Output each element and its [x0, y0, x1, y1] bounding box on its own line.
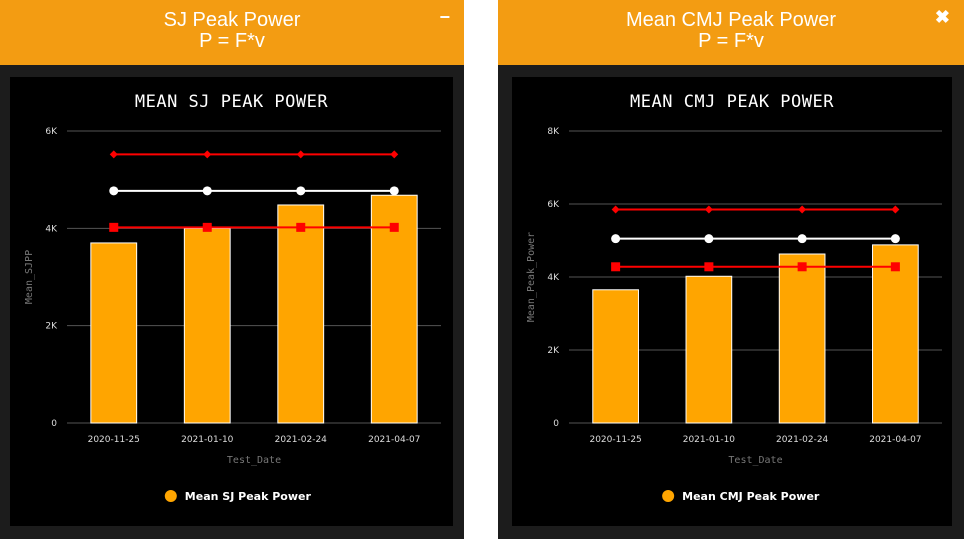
panel-header: Mean CMJ Peak Power P = F*v ✖: [498, 0, 964, 65]
panel-title: Mean CMJ Peak Power: [625, 9, 837, 31]
upper-marker: [611, 205, 620, 214]
bar: [183, 227, 231, 424]
bar: [685, 275, 733, 424]
bar: [872, 244, 919, 424]
bar: [90, 242, 138, 424]
x-tick-label: 2021-04-07: [869, 435, 921, 445]
y-axis-label: Mean_Peak_Power: [526, 232, 537, 322]
y-tick-label: 4K: [45, 224, 58, 234]
bar: [277, 204, 325, 424]
lower-marker: [704, 262, 714, 272]
x-tick-label: 2021-01-10: [181, 435, 234, 445]
chart-container: MEAN CMJ PEAK POWER 0 2K 4K 6K 8K Mean_Peak_Po…: [512, 77, 952, 526]
sj-peak-power-panel: SJ Peak Power P = F*v − MEAN SJ PEAK POW…: [0, 0, 464, 539]
x-tick-label: 2021-02-24: [776, 435, 829, 445]
chart-container: MEAN SJ PEAK POWER 0 2K 4K 6K Mean_SJPP 2020-1…: [10, 77, 453, 526]
lower-marker: [611, 262, 621, 272]
upper-marker: [798, 205, 807, 214]
y-tick-label: 0: [51, 419, 57, 429]
panel-formula: P = F*v: [698, 30, 764, 52]
cmj-peak-power-panel: Mean CMJ Peak Power P = F*v ✖ MEAN CMJ P…: [498, 0, 964, 539]
x-tick-label: 2020-11-25: [88, 435, 140, 445]
upper-marker: [704, 205, 713, 214]
mean-marker: [704, 234, 714, 244]
y-tick-label: 6K: [45, 127, 58, 137]
x-axis-label: Test_Date: [728, 455, 782, 466]
mean-marker: [611, 234, 621, 244]
panel-formula: P = F*v: [199, 30, 265, 52]
mean-marker: [797, 234, 807, 244]
bar: [592, 289, 639, 424]
y-tick-label: 2K: [547, 346, 560, 356]
x-tick-label: 2020-11-25: [589, 435, 641, 445]
sj-peak-power-chart: MEAN SJ PEAK POWER 0 2K 4K 6K Mean_SJPP 2020-1…: [24, 92, 441, 503]
legend-label: Mean CMJ Peak Power: [682, 490, 820, 503]
lower-marker: [109, 222, 119, 232]
mean-marker: [202, 186, 212, 196]
y-tick-label: 0: [553, 419, 559, 429]
y-tick-label: 4K: [547, 273, 560, 283]
x-tick-label: 2021-02-24: [275, 435, 328, 445]
cmj-peak-power-chart: MEAN CMJ PEAK POWER 0 2K 4K 6K 8K Mean_Peak_Po…: [526, 92, 942, 503]
minimize-icon[interactable]: −: [439, 7, 450, 27]
y-tick-label: 8K: [547, 127, 560, 137]
upper-marker: [891, 205, 900, 214]
y-tick-label: 6K: [547, 200, 560, 210]
lower-marker: [890, 262, 900, 272]
panel-header: SJ Peak Power P = F*v −: [0, 0, 464, 65]
lower-marker: [389, 222, 399, 232]
mean-marker: [890, 234, 900, 244]
upper-marker: [203, 150, 212, 159]
panel-title: SJ Peak Power: [163, 9, 301, 31]
lower-marker: [202, 222, 212, 232]
x-tick-label: 2021-01-10: [683, 435, 736, 445]
lower-marker: [797, 262, 807, 272]
mean-marker: [109, 186, 119, 196]
bar: [778, 253, 826, 424]
panel-body: MEAN SJ PEAK POWER 0 2K 4K 6K Mean_SJPP 2020-1…: [0, 65, 464, 539]
legend-marker: [662, 490, 675, 502]
panel-body: MEAN CMJ PEAK POWER 0 2K 4K 6K 8K Mean_Peak_Po…: [498, 65, 964, 539]
upper-marker: [109, 150, 118, 159]
legend-label: Mean SJ Peak Power: [185, 490, 312, 503]
upper-marker: [390, 150, 399, 159]
bar: [370, 194, 418, 424]
lower-marker: [296, 222, 306, 232]
y-tick-label: 2K: [45, 322, 58, 332]
x-axis-label: Test_Date: [227, 455, 281, 466]
legend-marker: [164, 490, 177, 502]
close-icon[interactable]: ✖: [934, 7, 950, 27]
y-axis-label: Mean_SJPP: [24, 250, 35, 304]
x-tick-label: 2021-04-07: [368, 435, 420, 445]
mean-marker: [389, 186, 399, 196]
chart-title: MEAN CMJ PEAK POWER: [630, 92, 834, 112]
upper-marker: [296, 150, 305, 159]
mean-marker: [296, 186, 306, 196]
chart-title: MEAN SJ PEAK POWER: [135, 92, 328, 112]
